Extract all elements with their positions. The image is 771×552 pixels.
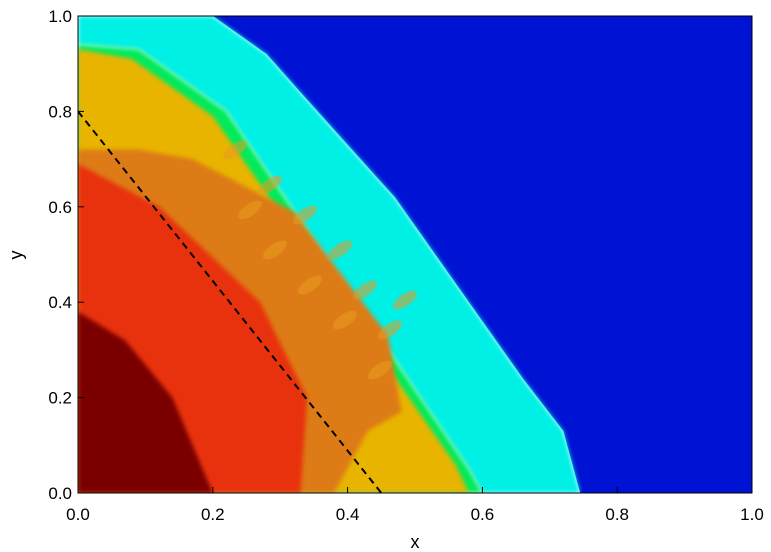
x-axis: 0.0 0.2 0.4 0.6 0.8 1.0	[66, 487, 764, 524]
x-axis-label: x	[411, 532, 420, 552]
contour-region-background	[212, 16, 752, 493]
texture-blob	[298, 275, 322, 295]
texture-blob	[223, 140, 247, 160]
x-tick-label: 0.2	[201, 505, 225, 524]
texture-blob	[238, 200, 262, 220]
y-tick-label: 0.2	[48, 389, 72, 408]
texture-blob	[328, 240, 352, 260]
y-axis-label: y	[6, 251, 26, 260]
x-tick-label: 0.4	[336, 505, 360, 524]
x-tick-label: 0.6	[471, 505, 495, 524]
texture-blob	[258, 175, 282, 195]
texture-blob	[393, 290, 417, 310]
texture-blob	[378, 320, 402, 340]
texture-blob	[368, 360, 392, 380]
y-tick-label: 0.4	[48, 293, 72, 312]
texture-blob	[293, 205, 317, 225]
dashed-reference-line	[78, 110, 383, 493]
y-tick-label: 0.0	[48, 484, 72, 503]
texture-blob	[263, 240, 287, 260]
y-tick-label: 0.8	[48, 102, 72, 121]
plot-frame	[77, 15, 753, 494]
y-tick-label: 1.0	[48, 7, 72, 26]
contour-regions	[78, 16, 752, 493]
y-axis: 0.0 0.2 0.4 0.6 0.8 1.0	[48, 7, 84, 503]
texture-blob	[333, 310, 357, 330]
contour-texture	[223, 140, 417, 380]
x-tick-label: 1.0	[740, 505, 764, 524]
contour-region-dark-red-core	[78, 311, 213, 493]
y-tick-label: 0.6	[48, 198, 72, 217]
plot-area	[78, 16, 752, 493]
x-tick-label: 0.0	[66, 505, 90, 524]
x-tick-label: 0.8	[605, 505, 629, 524]
texture-blob	[353, 280, 377, 300]
